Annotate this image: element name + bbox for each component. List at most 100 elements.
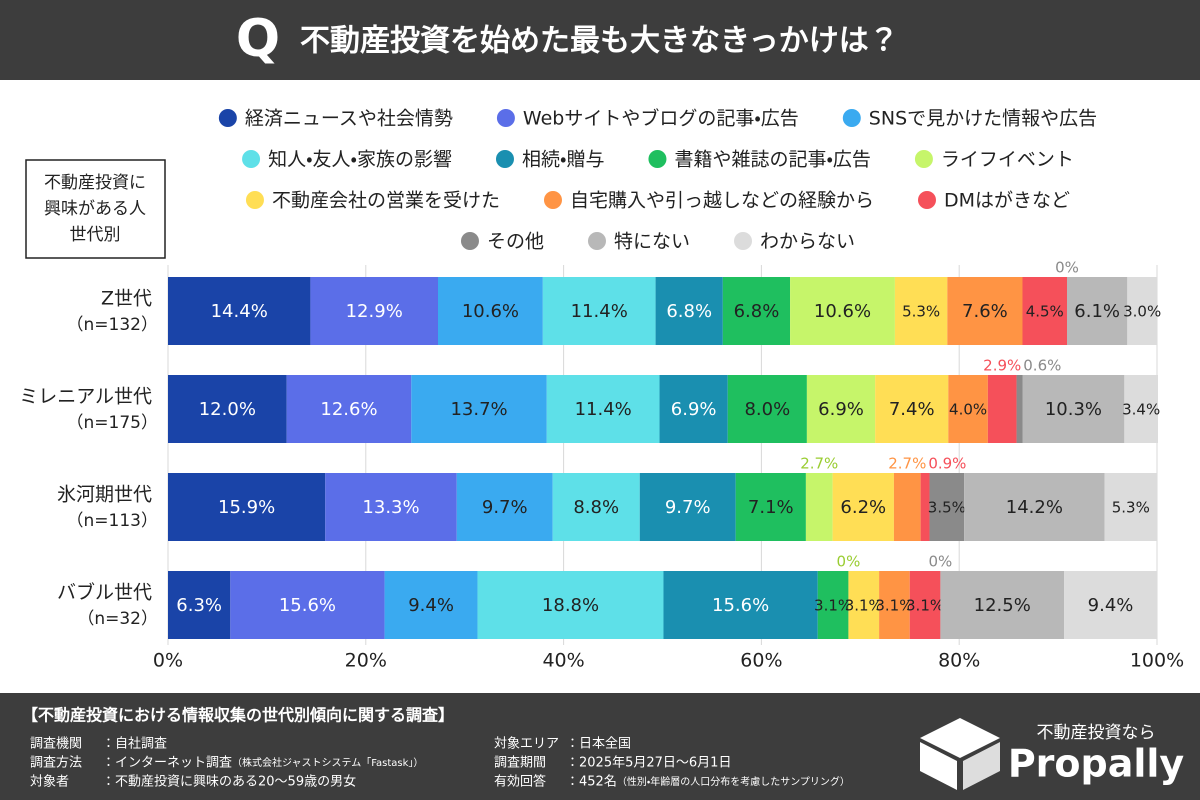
value-label: 4.0% — [949, 401, 987, 419]
x-tick-label: 80% — [938, 650, 980, 672]
value-label: 2.9% — [983, 357, 1021, 375]
value-label: 12.5% — [974, 595, 1031, 616]
bar-segment — [964, 473, 1105, 541]
bar-segment — [168, 473, 326, 541]
bar-segment — [230, 571, 385, 639]
sample-size: （n=132） — [67, 315, 158, 335]
bar-segment — [437, 277, 543, 345]
legend-label: 書籍や雑誌の記事・広告 — [674, 149, 870, 171]
value-label: 4.5% — [1026, 303, 1064, 321]
bar-segment — [663, 571, 818, 639]
logo-shape — [920, 742, 957, 790]
footer-heading: 【不動産投資における情報収集の世代別傾向に関する調査】 — [22, 706, 454, 725]
value-label: 13.3% — [362, 497, 419, 518]
value-label: 0.9% — [928, 455, 966, 473]
category-label: バブル世代 — [57, 581, 152, 604]
legend-row: 知人・友人・家族の影響 相続・贈与 書籍や雑誌の記事・広告 ライフイベント — [242, 149, 1074, 171]
bar-segment — [790, 277, 895, 345]
legend-item: 自宅購入や引っ越しなどの経験から — [543, 190, 874, 212]
footer-label: 調査機関 — [30, 737, 82, 752]
bar-segment — [655, 277, 723, 345]
value-label: 14.4% — [211, 301, 268, 322]
value-label: 6.1% — [1074, 301, 1120, 322]
x-tick-label: 60% — [740, 650, 782, 672]
bar-segment — [542, 277, 656, 345]
bar-segment — [325, 473, 457, 541]
bar-segment — [727, 375, 807, 443]
bar-segment — [411, 375, 547, 443]
value-label: 3.0% — [1123, 303, 1161, 321]
legend-swatch — [842, 109, 861, 127]
footer-value: ：日本全国 — [566, 737, 631, 752]
value-label: 15.6% — [712, 595, 769, 616]
bar-segment — [1067, 277, 1128, 345]
bar-segment — [722, 277, 791, 345]
bar-segment — [875, 375, 949, 443]
value-label: 0% — [837, 553, 861, 571]
footer-label: 有効回答 — [494, 774, 546, 790]
legend-item: わからない — [734, 231, 855, 253]
legend-swatch — [914, 150, 933, 168]
legend-row: 不動産会社の営業を受けた 自宅購入や引っ越しなどの経験から DMはがきなど — [245, 190, 1070, 212]
legend-row: 経済ニュースや社会情勢 Webサイトやブログの記事・広告 SNSで見かけた情報や広告 — [218, 107, 1097, 130]
value-label: 3.5% — [928, 499, 966, 517]
bar-segment — [893, 473, 921, 541]
value-label: 6.8% — [666, 301, 712, 322]
legend-label: わからない — [760, 231, 855, 253]
legend-item: 知人・友人・家族の影響 — [242, 149, 452, 171]
footer-note: （性別・年齢層の人口分布を考慮したサンプリング） — [617, 775, 850, 788]
legend-swatch — [495, 150, 514, 168]
legend-swatch — [587, 232, 606, 250]
bar-segment — [929, 473, 965, 541]
value-label: 11.4% — [575, 399, 632, 420]
bar-segment — [735, 473, 806, 541]
category-label: ミレニアル世代 — [19, 386, 152, 408]
logo-shape — [963, 742, 1000, 790]
value-label: 3.1% — [906, 597, 944, 615]
footer-note: （株式会社ジャストシステム「Fastask」） — [232, 756, 423, 769]
value-label: 6.3% — [176, 595, 222, 616]
footer-value: ：インターネット調査 — [102, 756, 232, 771]
legend-item: 相続・贈与 — [495, 149, 604, 171]
legend-label: SNSで見かけた情報や広告 — [869, 108, 1097, 130]
legend-label: DMはがきなど — [944, 190, 1070, 212]
bar-segment — [1022, 375, 1125, 443]
value-label: 3.1% — [875, 597, 913, 615]
legend-label: 相続・贈与 — [522, 149, 604, 171]
bar-segment — [909, 571, 941, 639]
bar-segment — [1022, 277, 1068, 345]
panel-label: 不動産投資に — [44, 173, 146, 193]
value-label: 0% — [1055, 259, 1079, 277]
legend-swatch — [734, 232, 753, 250]
bar-segment — [477, 571, 664, 639]
x-tick-label: 0% — [153, 650, 183, 672]
bar-segment — [805, 473, 833, 541]
bar-segment — [546, 375, 660, 443]
category-label: 氷河期世代 — [57, 484, 152, 506]
value-label: 10.6% — [462, 301, 519, 322]
value-label: 0% — [929, 553, 953, 571]
legend-swatch — [245, 191, 264, 209]
category-label: Z世代 — [101, 288, 152, 310]
value-label: 6.2% — [840, 497, 886, 518]
value-label: 6.9% — [671, 399, 717, 420]
bar-segment — [987, 375, 1017, 443]
sample-size: （n=175） — [67, 413, 158, 433]
bar-segment — [832, 473, 894, 541]
legend-item: Webサイトやブログの記事・広告 — [496, 107, 799, 130]
legend-item: DMはがきなど — [918, 190, 1070, 212]
value-label: 11.4% — [571, 301, 628, 322]
value-label: 8.8% — [573, 497, 619, 518]
legend-label: 自宅購入や引っ越しなどの経験から — [570, 190, 874, 212]
legend-row: その他 特にない わからない — [460, 231, 855, 253]
legend-label: 不動産会社の営業を受けた — [272, 190, 500, 212]
value-label: 9.4% — [408, 595, 454, 616]
value-label: 10.3% — [1045, 399, 1102, 420]
footer-label: 対象エリア — [494, 737, 559, 752]
x-tick-label: 40% — [542, 650, 584, 672]
value-label: 13.7% — [450, 399, 507, 420]
bar-segment — [920, 473, 930, 541]
bar-segment — [940, 571, 1065, 639]
legend-swatch — [918, 191, 936, 209]
